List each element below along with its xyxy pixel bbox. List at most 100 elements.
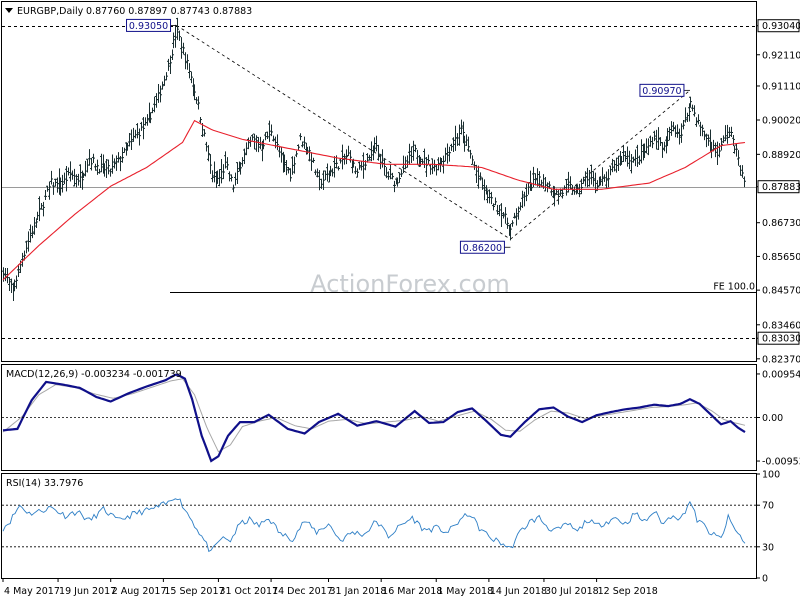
ohlc-bar xyxy=(486,190,489,204)
y-tick: 0.90020 xyxy=(756,116,800,127)
trend-line-0 xyxy=(176,25,511,240)
ohlc-bar xyxy=(111,154,114,174)
ohlc-bar xyxy=(605,171,608,189)
ohlc-bar xyxy=(42,201,45,217)
ohlc-bar xyxy=(205,141,208,152)
watermark: ActionForex.com xyxy=(310,270,510,298)
ohlc-bar xyxy=(193,84,196,101)
ohlc-bar xyxy=(609,165,612,176)
x-tick: 31 Oct 2017 xyxy=(217,578,278,597)
ohlc-bar xyxy=(360,161,363,171)
x-tick: 19 Jun 2017 xyxy=(57,578,116,597)
ohlc-bar xyxy=(477,165,480,189)
ohlc-bar xyxy=(479,172,482,181)
ohlc-bar xyxy=(448,146,451,162)
rsi-y-tick: 70 xyxy=(756,501,774,512)
ohlc-bar xyxy=(396,177,399,187)
ohlc-bar xyxy=(121,147,124,163)
ohlc-bar xyxy=(176,17,179,40)
ohlc-bar xyxy=(630,154,633,174)
ohlc-bar xyxy=(412,140,415,161)
ohlc-bar xyxy=(115,155,118,171)
ohlc-bar xyxy=(456,133,459,146)
ohlc-bar xyxy=(228,171,231,182)
svg-text:0.91110: 0.91110 xyxy=(762,81,800,92)
ohlc-bar xyxy=(406,155,409,168)
ohlc-bar xyxy=(373,137,376,153)
ohlc-bar xyxy=(400,169,403,177)
ohlc-bar xyxy=(705,133,708,148)
ohlc-bar xyxy=(94,163,97,171)
ohlc-bar xyxy=(230,174,233,182)
svg-text:1 May 2018: 1 May 2018 xyxy=(437,586,493,597)
ohlc-bar xyxy=(69,161,72,182)
ma-line xyxy=(2,119,746,281)
ohlc-bar xyxy=(29,224,32,243)
ohlc-bar xyxy=(169,55,172,75)
ohlc-bar xyxy=(548,181,551,189)
ohlc-bar xyxy=(511,220,514,227)
ohlc-bar xyxy=(653,130,656,142)
ohlc-bar xyxy=(297,144,300,151)
ohlc-bar xyxy=(463,135,466,152)
ohlc-bar xyxy=(460,119,463,135)
ohlc-bar xyxy=(63,172,66,185)
ohlc-bar xyxy=(624,150,627,162)
ohlc-bar xyxy=(728,127,731,139)
ohlc-bar xyxy=(475,164,478,184)
ohlc-bar xyxy=(165,72,168,81)
ohlc-bar xyxy=(186,54,189,70)
ohlc-bar xyxy=(375,135,378,152)
svg-text:100: 100 xyxy=(762,470,780,481)
level-label: FE 100.0 xyxy=(713,282,755,293)
swing-annotation: 0.93050 xyxy=(126,18,177,32)
ohlc-bar xyxy=(333,156,336,178)
y-tick: 0.93040 xyxy=(756,19,800,32)
ohlc-bar xyxy=(488,189,491,204)
ohlc-bar xyxy=(421,158,424,164)
ohlc-bar xyxy=(15,275,18,289)
svg-text:14 Dec 2017: 14 Dec 2017 xyxy=(272,586,333,597)
ohlc-bar xyxy=(172,32,175,49)
ohlc-bar xyxy=(450,143,453,151)
ohlc-bar xyxy=(46,185,49,192)
ohlc-bar xyxy=(59,177,62,196)
x-tick: 12 Sep 2018 xyxy=(596,578,658,597)
ohlc-bar xyxy=(500,203,503,228)
ohlc-bar xyxy=(582,176,585,185)
ohlc-bar xyxy=(199,117,202,124)
svg-text:0.85650: 0.85650 xyxy=(762,252,800,263)
ohlc-bar xyxy=(599,176,602,186)
ohlc-bar xyxy=(377,144,380,161)
ohlc-bar xyxy=(151,107,154,114)
ohlc-bar xyxy=(530,183,533,192)
ohlc-bar xyxy=(362,152,365,179)
ohlc-bar xyxy=(647,138,650,156)
ohlc-bar xyxy=(628,150,631,170)
ohlc-bar xyxy=(676,124,679,138)
ohlc-bar xyxy=(465,134,468,147)
ohlc-bar xyxy=(67,167,70,176)
ohlc-bar xyxy=(293,156,296,174)
macd-y-tick: 0.00954 xyxy=(756,369,800,380)
ohlc-bar xyxy=(65,166,68,192)
ohlc-bar xyxy=(655,129,658,150)
ohlc-bar xyxy=(483,179,486,201)
svg-text:0: 0 xyxy=(762,574,768,585)
ohlc-bar xyxy=(324,170,327,181)
ohlc-bar xyxy=(695,117,698,127)
ohlc-bar xyxy=(182,42,185,55)
ohlc-bar xyxy=(538,171,541,188)
ohlc-bar xyxy=(54,178,57,187)
ohlc-bar xyxy=(247,137,250,150)
ohlc-bar xyxy=(329,165,332,177)
macd-label: MACD(12,26,9) -0.003234 -0.001739 xyxy=(6,369,182,380)
ohlc-bar xyxy=(525,183,528,202)
ohlc-bar xyxy=(410,146,413,164)
ohlc-bar xyxy=(536,168,539,187)
y-tick: 0.83460 xyxy=(756,320,800,331)
dropdown-icon[interactable] xyxy=(5,8,13,13)
ohlc-bar xyxy=(339,158,342,164)
ohlc-bar xyxy=(82,172,85,178)
